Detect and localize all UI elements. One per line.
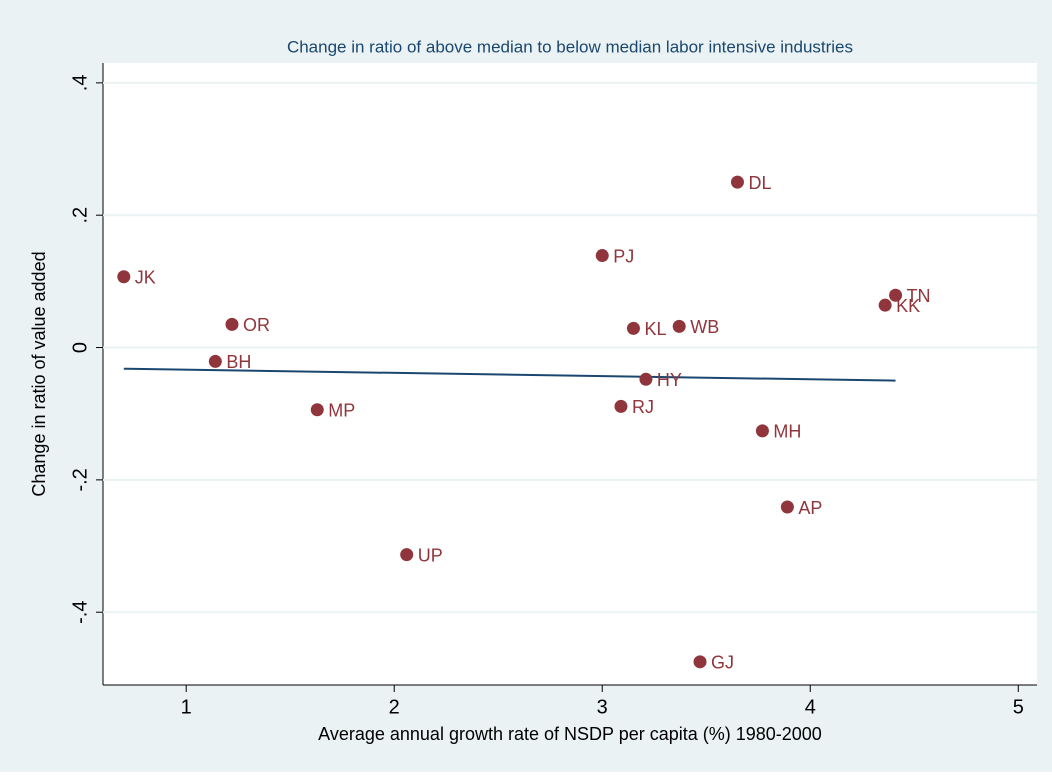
point: [225, 317, 239, 331]
chart-title: Change in ratio of above median to below…: [287, 37, 853, 56]
y-axis-label: Change in ratio of value added: [29, 251, 49, 496]
point: [208, 354, 222, 368]
y-tick-label: -.4: [69, 601, 91, 624]
x-tick-label: 5: [1013, 696, 1024, 718]
point-label: TN: [907, 286, 931, 306]
x-tick-label: 4: [805, 696, 816, 718]
plot-area: [103, 63, 1037, 685]
point: [400, 548, 414, 562]
x-tick-label: 1: [181, 696, 192, 718]
y-tick-label: .2: [69, 207, 91, 224]
point: [672, 319, 686, 333]
x-tick-label: 2: [389, 696, 400, 718]
point-label: RJ: [632, 397, 654, 417]
point-label: WB: [690, 317, 719, 337]
point: [755, 424, 769, 438]
point-label: DL: [748, 173, 771, 193]
point-label: JK: [135, 267, 156, 287]
point-label: MP: [328, 400, 355, 420]
point-label: AP: [798, 498, 822, 518]
point: [780, 500, 794, 514]
point: [310, 403, 324, 417]
point-label: OR: [243, 315, 270, 335]
point-label: UP: [418, 545, 443, 565]
point: [730, 175, 744, 189]
point: [693, 655, 707, 669]
y-tick-label: .4: [69, 75, 91, 92]
point-label: KL: [644, 319, 666, 339]
point: [878, 298, 892, 312]
point: [889, 288, 903, 302]
y-tick-label: -.2: [69, 468, 91, 491]
point: [595, 249, 609, 263]
point-label: GJ: [711, 653, 734, 673]
point: [626, 321, 640, 335]
point: [614, 399, 628, 413]
point: [117, 270, 131, 284]
point-label: BH: [226, 352, 251, 372]
point-label: HY: [657, 370, 682, 390]
point-label: MH: [773, 422, 801, 442]
x-tick-label: 3: [597, 696, 608, 718]
point-label: PJ: [613, 246, 634, 266]
x-axis-label: Average annual growth rate of NSDP per c…: [318, 724, 822, 744]
point-label: KK: [896, 296, 920, 316]
fit-line: [123, 367, 896, 382]
y-tick-label: 0: [69, 342, 91, 353]
point: [639, 372, 653, 386]
